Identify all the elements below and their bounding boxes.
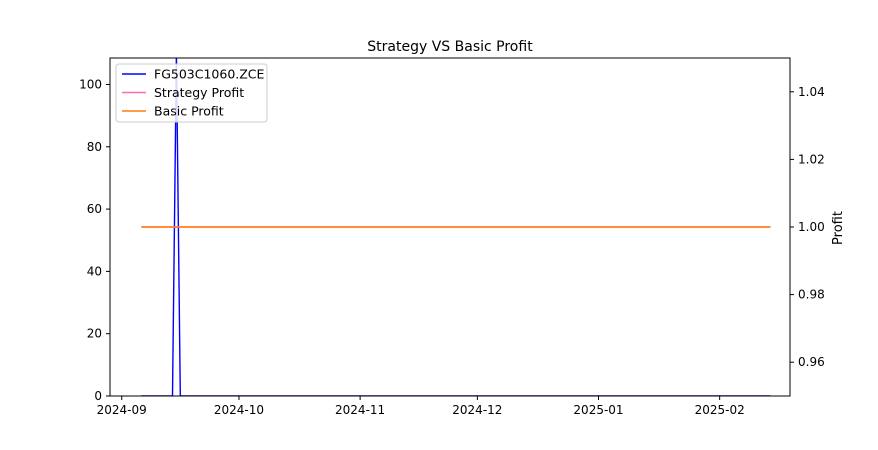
y-left-tick-label: 40 <box>87 264 102 278</box>
legend-box <box>115 63 268 123</box>
chart-title: Strategy VS Basic Profit <box>367 39 533 55</box>
x-tick-label: 2024-12 <box>452 403 502 417</box>
legend: FG503C1060.ZCE Strategy Profit Basic Profi… <box>115 63 268 123</box>
legend-label: Strategy Profit <box>154 85 244 100</box>
x-tick-label: 2024-10 <box>214 403 264 417</box>
x-axis: 2024-09 2024-10 2024-11 2024-12 2025-01 2025-… <box>97 396 745 417</box>
y-axis-right: 0.96 0.98 1.00 1.02 1.04 <box>790 85 825 369</box>
x-tick-label: 2025-02 <box>695 403 745 417</box>
y-right-tick-label: 0.96 <box>798 355 825 369</box>
x-tick-label: 2024-11 <box>335 403 385 417</box>
y-right-tick-label: 1.04 <box>798 85 825 99</box>
y-left-tick-label: 60 <box>87 202 102 216</box>
legend-label: FG503C1060.ZCE <box>154 67 265 82</box>
legend-label: Basic Profit <box>154 104 224 119</box>
y-right-tick-label: 1.02 <box>798 152 825 166</box>
y-left-tick-label: 100 <box>79 77 102 91</box>
y-right-tick-label: 1.00 <box>798 220 825 234</box>
x-tick-label: 2025-01 <box>573 403 623 417</box>
y-axis-right-label: Profit <box>831 211 846 245</box>
y-right-tick-label: 0.98 <box>798 288 825 302</box>
y-left-tick-label: 20 <box>87 327 102 341</box>
y-left-tick-label: 80 <box>87 140 102 154</box>
y-axis-left: 0 20 40 60 80 100 <box>79 77 110 403</box>
y-left-tick-label: 0 <box>94 389 102 403</box>
x-tick-label: 2024-09 <box>97 403 147 417</box>
plot-lines <box>141 58 771 396</box>
